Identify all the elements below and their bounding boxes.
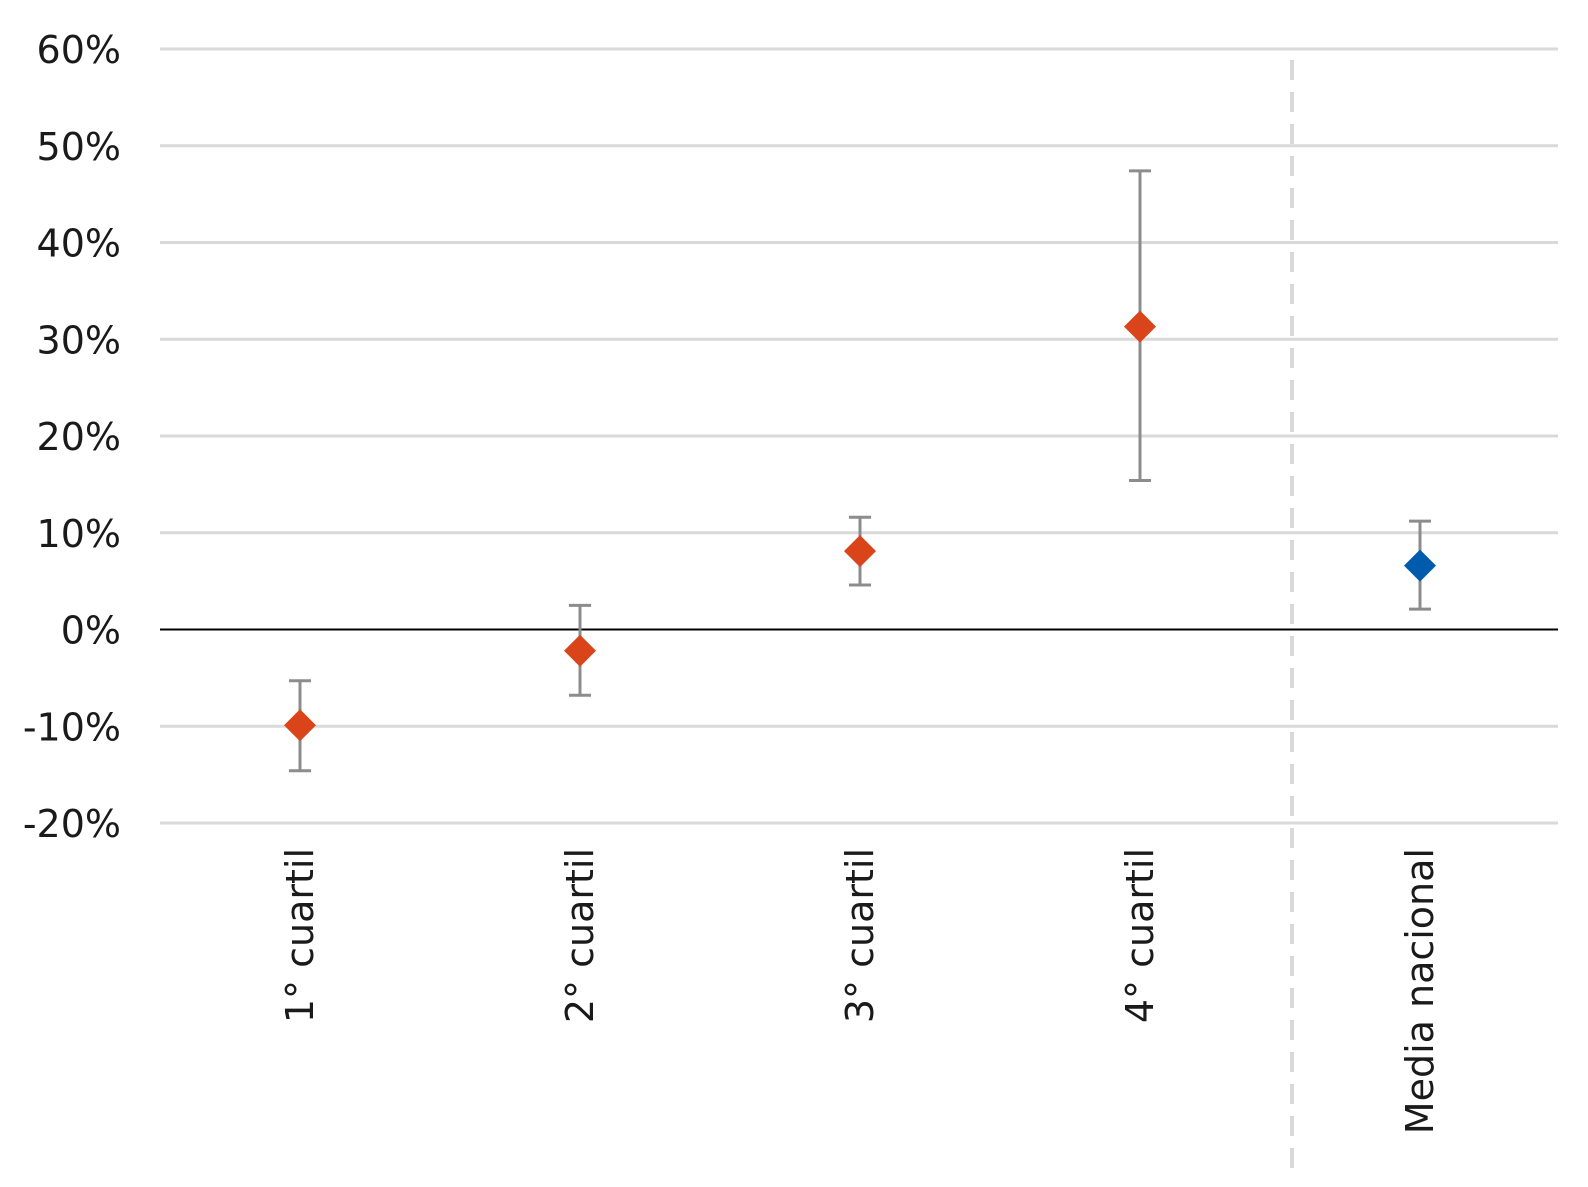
data-point-diamond [1124, 310, 1156, 343]
x-category-label: 1° cuartil [278, 848, 322, 1023]
data-point-diamond [1404, 549, 1436, 582]
x-category-label: 3° cuartil [838, 848, 882, 1023]
y-tick-label: 10% [37, 512, 121, 556]
data-points [284, 310, 1436, 742]
error-bars [289, 169, 1431, 773]
x-category-label: Media nacional [1398, 848, 1442, 1134]
data-point-diamond [844, 535, 876, 568]
y-tick-label: 50% [37, 125, 121, 169]
y-tick-label: 30% [37, 318, 121, 362]
data-point-diamond [284, 709, 316, 742]
data-point-diamond [564, 634, 596, 667]
y-tick-label: 60% [37, 28, 121, 72]
x-category-label: 4° cuartil [1118, 848, 1162, 1023]
x-category-label: 2° cuartil [558, 848, 602, 1023]
y-tick-label: 0% [61, 609, 121, 653]
gridlines [160, 47, 1558, 825]
x-axis-category-labels: 1° cuartil 2° cuartil 3° cuartil 4° cuartil… [278, 848, 1442, 1134]
y-tick-label: -20% [23, 802, 121, 846]
y-tick-label: 40% [37, 222, 121, 266]
y-tick-label: 20% [37, 415, 121, 459]
y-tick-label: -10% [23, 705, 121, 749]
y-axis-tick-labels: -20% -10% 0% 10% 20% 30% 40% 50% 60% [23, 28, 121, 846]
